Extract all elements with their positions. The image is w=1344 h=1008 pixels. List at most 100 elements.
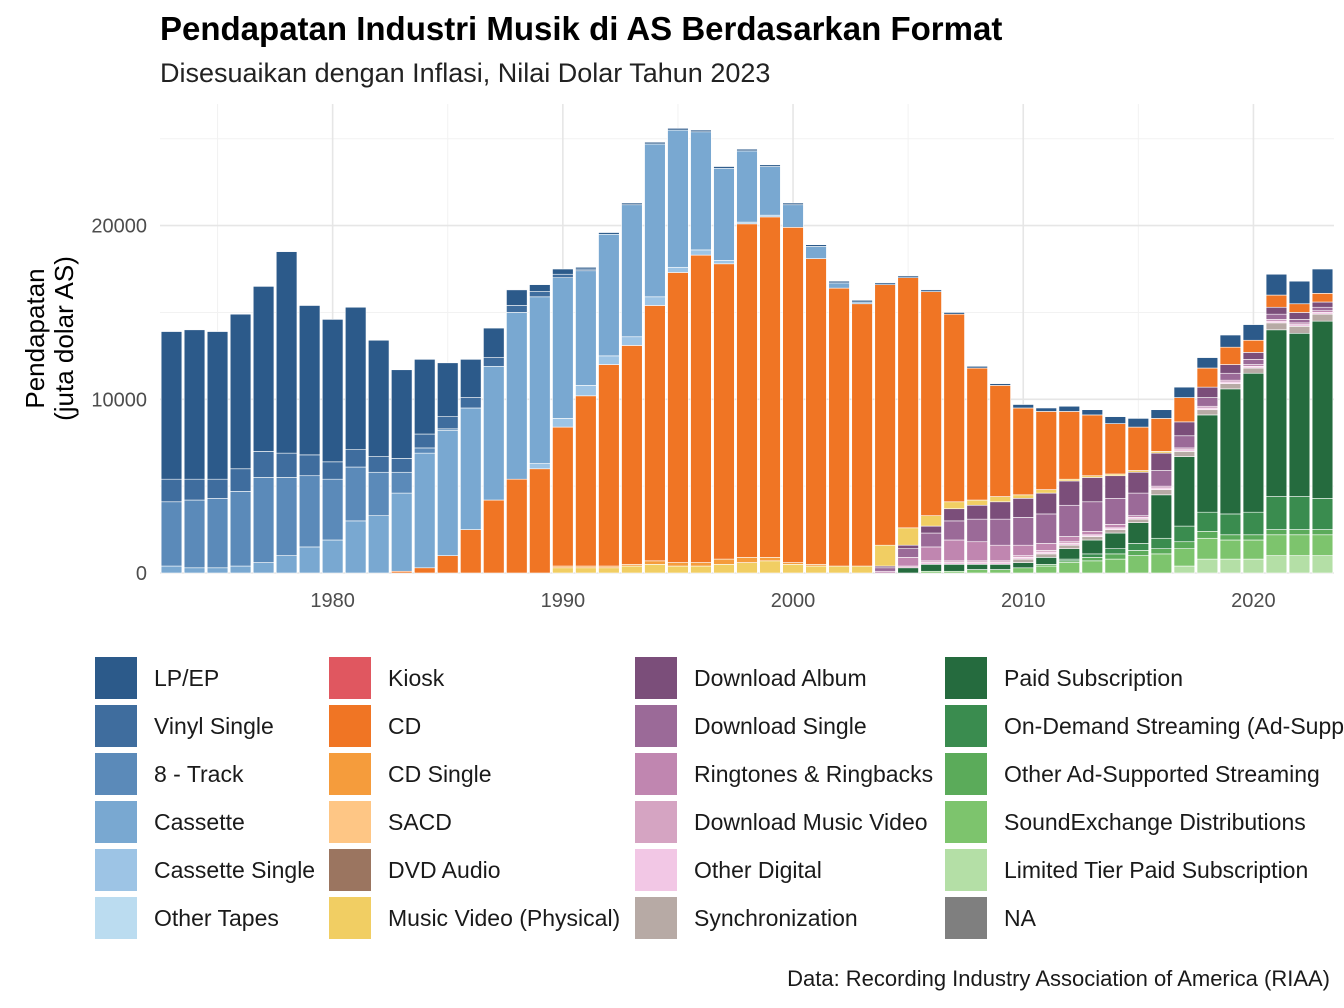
bar-segment-cassette-single bbox=[621, 336, 643, 346]
bar-segment-vinyl-single bbox=[345, 449, 367, 468]
bar-segment-soundexchange-distributions bbox=[1081, 560, 1103, 574]
legend-swatch bbox=[329, 657, 371, 699]
y-tick-label: 20000 bbox=[91, 216, 147, 238]
bar-segment-download-single bbox=[1219, 372, 1242, 381]
legend-swatch bbox=[945, 849, 987, 891]
bar-segment-download-album bbox=[897, 544, 919, 549]
bar-segment-paid-subscription bbox=[1219, 388, 1242, 515]
bar-segment-cd bbox=[713, 263, 735, 560]
legend-item-download-album: Download Album bbox=[635, 656, 867, 700]
bar-segment-lp-ep bbox=[1012, 404, 1034, 409]
bar-segment-limited-tier-paid-subscription bbox=[1196, 558, 1219, 574]
bar-segment-cassette-single bbox=[598, 355, 620, 365]
bar-stack-1987 bbox=[483, 327, 505, 574]
bar-segment-download-single bbox=[1265, 313, 1288, 320]
bar-segment-limited-tier-paid-subscription bbox=[1288, 555, 1311, 574]
bar-stack-2017 bbox=[1173, 386, 1196, 574]
legend-swatch bbox=[945, 753, 987, 795]
bar-segment-cassette bbox=[713, 167, 735, 261]
bar-segment-download-single bbox=[966, 518, 988, 543]
bar-segment-synchronization bbox=[1173, 451, 1196, 457]
bar-segment-soundexchange-distributions bbox=[1196, 537, 1219, 560]
bar-segment-cd bbox=[1196, 367, 1219, 388]
bar-stack-1975 bbox=[206, 331, 229, 574]
legend-label: Download Single bbox=[694, 712, 867, 739]
legend-item-dvd-audio: DVD Audio bbox=[329, 848, 501, 892]
bar-segment-cd bbox=[575, 395, 597, 567]
bar-segment-vinyl-single bbox=[391, 458, 413, 473]
bar-segment-ringtones-ringbacks bbox=[966, 541, 988, 562]
bar-segment-download-single bbox=[989, 518, 1011, 546]
x-tick-label: 1980 bbox=[310, 590, 355, 612]
legend-label: Synchronization bbox=[694, 904, 858, 931]
bar-segment-vinyl-single bbox=[529, 291, 551, 298]
legend-swatch bbox=[635, 849, 677, 891]
bar-segment-8-track bbox=[391, 471, 413, 494]
bar-segment-cassette bbox=[667, 129, 689, 268]
legend-label: Kiosk bbox=[388, 664, 445, 691]
bar-stack-2007 bbox=[943, 312, 965, 574]
bar-stack-1976 bbox=[229, 313, 252, 574]
bar-segment-lp-ep bbox=[828, 280, 850, 284]
bar-segment-on-demand-streaming-ad-supported bbox=[1127, 543, 1149, 551]
bar-segment-download-album bbox=[1058, 480, 1080, 506]
bar-segment-paid-subscription bbox=[1265, 329, 1288, 497]
bar-segment-music-video-physical bbox=[598, 567, 620, 574]
bar-segment-download-album bbox=[966, 504, 988, 520]
bar-segment-on-demand-streaming-ad-supported bbox=[1150, 537, 1173, 549]
bar-segment-lp-ep bbox=[529, 284, 551, 292]
bar-stack-1985 bbox=[437, 362, 459, 574]
bar-segment-cd bbox=[989, 385, 1011, 497]
bar-segment-download-single bbox=[1196, 397, 1219, 407]
legend-item-on-demand-streaming-ad-supported: On-Demand Streaming (Ad-Supported) bbox=[945, 704, 1344, 748]
bar-segment-lp-ep bbox=[460, 359, 482, 398]
bar-segment-other-ad-supported-streaming bbox=[1081, 557, 1103, 562]
legend-item-kiosk: Kiosk bbox=[329, 656, 444, 700]
bar-stack-2001 bbox=[805, 244, 827, 574]
bar-segment-lp-ep bbox=[736, 148, 758, 152]
bar-segment-other-ad-supported-streaming bbox=[1311, 529, 1334, 536]
bar-segment-vinyl-single bbox=[160, 478, 183, 503]
legend-label: Other Ad-Supported Streaming bbox=[1004, 760, 1320, 787]
bar-segment-lp-ep bbox=[713, 166, 735, 169]
legend-label: Download Music Video bbox=[694, 808, 928, 835]
legend-item-sacd: SACD bbox=[329, 800, 452, 844]
legend-swatch bbox=[95, 657, 137, 699]
bar-segment-soundexchange-distributions bbox=[1058, 562, 1080, 574]
bar-segment-lp-ep bbox=[575, 266, 597, 270]
bar-segment-music-video-physical bbox=[897, 527, 919, 546]
bar-segment-vinyl-single bbox=[437, 416, 459, 430]
bar-segment-limited-tier-paid-subscription bbox=[1311, 555, 1334, 574]
bar-segment-download-album bbox=[1311, 301, 1334, 308]
bar-segment-lp-ep bbox=[598, 232, 620, 235]
bar-stack-1983 bbox=[391, 369, 413, 574]
bar-segment-synchronization bbox=[1242, 367, 1265, 374]
legend-label: DVD Audio bbox=[388, 856, 501, 883]
bar-stack-2010 bbox=[1012, 404, 1034, 574]
bar-segment-8-track bbox=[229, 491, 252, 567]
bar-segment-synchronization bbox=[1219, 383, 1242, 390]
bar-segment-cd bbox=[1012, 407, 1034, 496]
bar-stack-1993 bbox=[621, 202, 643, 574]
bar-stack-1986 bbox=[460, 359, 482, 574]
bar-stacks bbox=[160, 128, 1334, 574]
legend-item-synchronization: Synchronization bbox=[635, 896, 858, 940]
bar-segment-synchronization bbox=[1311, 313, 1334, 322]
bar-segment-soundexchange-distributions bbox=[1150, 553, 1173, 574]
bar-segment-vinyl-single bbox=[506, 305, 528, 313]
bar-segment-music-video-physical bbox=[690, 565, 712, 574]
bar-segment-cassette bbox=[414, 452, 436, 569]
bar-segment-lp-ep bbox=[1288, 280, 1311, 305]
bar-segment-cd bbox=[1242, 339, 1265, 353]
bar-segment-cd bbox=[920, 291, 942, 516]
legend-label: Limited Tier Paid Subscription bbox=[1004, 856, 1309, 883]
bar-segment-cassette bbox=[782, 204, 804, 228]
bar-segment-download-single bbox=[1012, 517, 1034, 546]
bar-segment-other-ad-supported-streaming bbox=[1127, 550, 1149, 556]
bar-segment-music-video-physical bbox=[575, 567, 597, 574]
bar-segment-download-single bbox=[1173, 435, 1196, 449]
legend-item-other-digital: Other Digital bbox=[635, 848, 822, 892]
bar-stack-1999 bbox=[759, 164, 781, 574]
bar-segment-cd bbox=[529, 468, 551, 574]
bar-segment-synchronization bbox=[1196, 409, 1219, 416]
